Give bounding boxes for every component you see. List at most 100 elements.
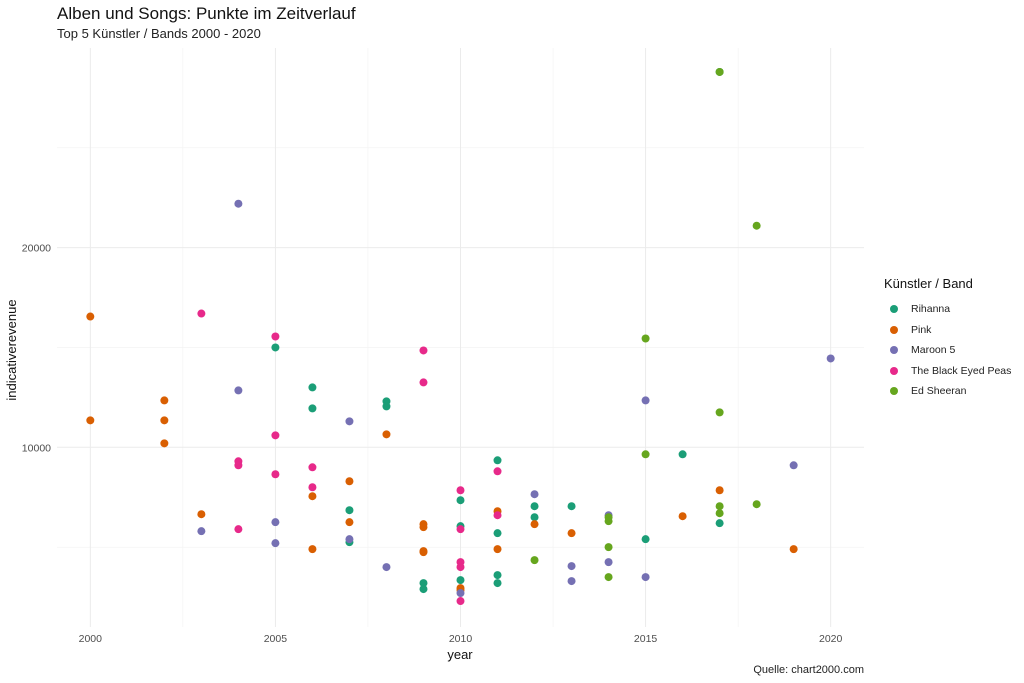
data-point xyxy=(715,519,724,528)
data-point xyxy=(419,579,428,588)
data-point xyxy=(826,354,835,363)
y-axis-title: indicativerevenue xyxy=(4,299,19,400)
data-point xyxy=(308,483,317,492)
legend-label: The Black Eyed Peas xyxy=(911,364,1012,377)
data-point xyxy=(382,430,391,439)
data-point xyxy=(456,597,465,606)
data-point xyxy=(456,496,465,505)
data-point xyxy=(271,518,280,527)
data-point xyxy=(567,562,576,571)
data-point xyxy=(308,463,317,472)
data-point xyxy=(234,386,243,395)
legend: Künstler / Band Rihanna Pink Maroon 5 The B… xyxy=(884,276,1011,402)
data-point xyxy=(567,529,576,538)
legend-title: Künstler / Band xyxy=(884,276,973,291)
data-point xyxy=(419,585,428,594)
data-point xyxy=(271,431,280,440)
data-point xyxy=(456,576,465,585)
y-tick-labels: 10000 20000 xyxy=(22,243,51,455)
major-gridlines xyxy=(57,48,864,627)
data-point xyxy=(493,456,502,465)
data-point xyxy=(382,563,391,572)
data-point xyxy=(456,486,465,495)
x-tick-labels: 2000 2005 2010 2015 2020 xyxy=(79,633,843,645)
data-point xyxy=(308,383,317,392)
y-tick-label: 20000 xyxy=(22,243,51,255)
data-point xyxy=(789,461,798,470)
data-point xyxy=(567,502,576,511)
legend-key xyxy=(890,346,898,355)
legend-item: Pink xyxy=(884,320,1011,341)
y-tick-label: 10000 xyxy=(22,442,51,454)
data-point xyxy=(160,439,169,448)
data-point xyxy=(197,309,206,318)
data-point xyxy=(456,589,465,598)
source-caption: Quelle: chart2000.com xyxy=(753,664,864,676)
data-point xyxy=(604,573,613,582)
data-point xyxy=(493,467,502,476)
data-point xyxy=(493,571,502,580)
legend-items: Rihanna Pink Maroon 5 The Black Eyed Peas Ed… xyxy=(884,299,1011,402)
data-point xyxy=(234,199,243,208)
data-point xyxy=(308,404,317,413)
data-point xyxy=(641,396,650,405)
data-point xyxy=(197,510,206,519)
data-point xyxy=(493,511,502,520)
data-point xyxy=(419,378,428,387)
data-point xyxy=(456,525,465,534)
legend-key xyxy=(890,305,898,314)
data-point xyxy=(419,346,428,355)
legend-label: Ed Sheeran xyxy=(911,385,967,398)
data-point xyxy=(160,396,169,405)
legend-item: Rihanna xyxy=(884,299,1011,320)
legend-label: Maroon 5 xyxy=(911,344,956,357)
data-point xyxy=(419,523,428,532)
data-point xyxy=(530,502,539,511)
data-point xyxy=(271,343,280,352)
data-point xyxy=(604,517,613,526)
data-point xyxy=(715,408,724,417)
data-point xyxy=(493,545,502,554)
chart-title: Alben und Songs: Punkte im Zeitverlauf xyxy=(57,4,356,23)
data-point xyxy=(641,535,650,544)
data-point xyxy=(345,417,354,426)
data-point xyxy=(419,548,428,557)
data-point xyxy=(197,527,206,536)
data-point xyxy=(271,332,280,341)
data-point xyxy=(715,502,724,511)
data-point xyxy=(86,416,95,425)
data-point xyxy=(715,486,724,495)
x-tick-label: 2020 xyxy=(819,633,843,645)
data-point xyxy=(345,518,354,527)
data-point xyxy=(641,573,650,582)
data-point xyxy=(86,312,95,321)
data-point xyxy=(530,556,539,565)
legend-key xyxy=(890,325,898,334)
data-point xyxy=(715,67,724,76)
data-point xyxy=(752,500,761,509)
data-point xyxy=(308,545,317,554)
data-point xyxy=(530,513,539,522)
x-tick-label: 2005 xyxy=(264,633,288,645)
data-point xyxy=(345,506,354,515)
data-point xyxy=(345,535,354,544)
legend-label: Rihanna xyxy=(911,303,951,316)
data-point xyxy=(271,539,280,548)
data-point xyxy=(382,402,391,411)
data-point xyxy=(641,334,650,343)
data-point xyxy=(345,477,354,486)
data-point xyxy=(678,512,687,521)
legend-label: Pink xyxy=(911,323,932,336)
data-point xyxy=(567,577,576,586)
data-point xyxy=(493,579,502,588)
x-axis-title: year xyxy=(447,647,473,662)
legend-item: Maroon 5 xyxy=(884,340,1011,361)
legend-key xyxy=(890,366,898,375)
data-points xyxy=(86,67,835,606)
data-point xyxy=(234,525,243,534)
data-point xyxy=(604,558,613,567)
chart-subtitle: Top 5 Künstler / Bands 2000 - 2020 xyxy=(57,26,261,41)
data-point xyxy=(493,529,502,538)
data-point xyxy=(530,490,539,499)
